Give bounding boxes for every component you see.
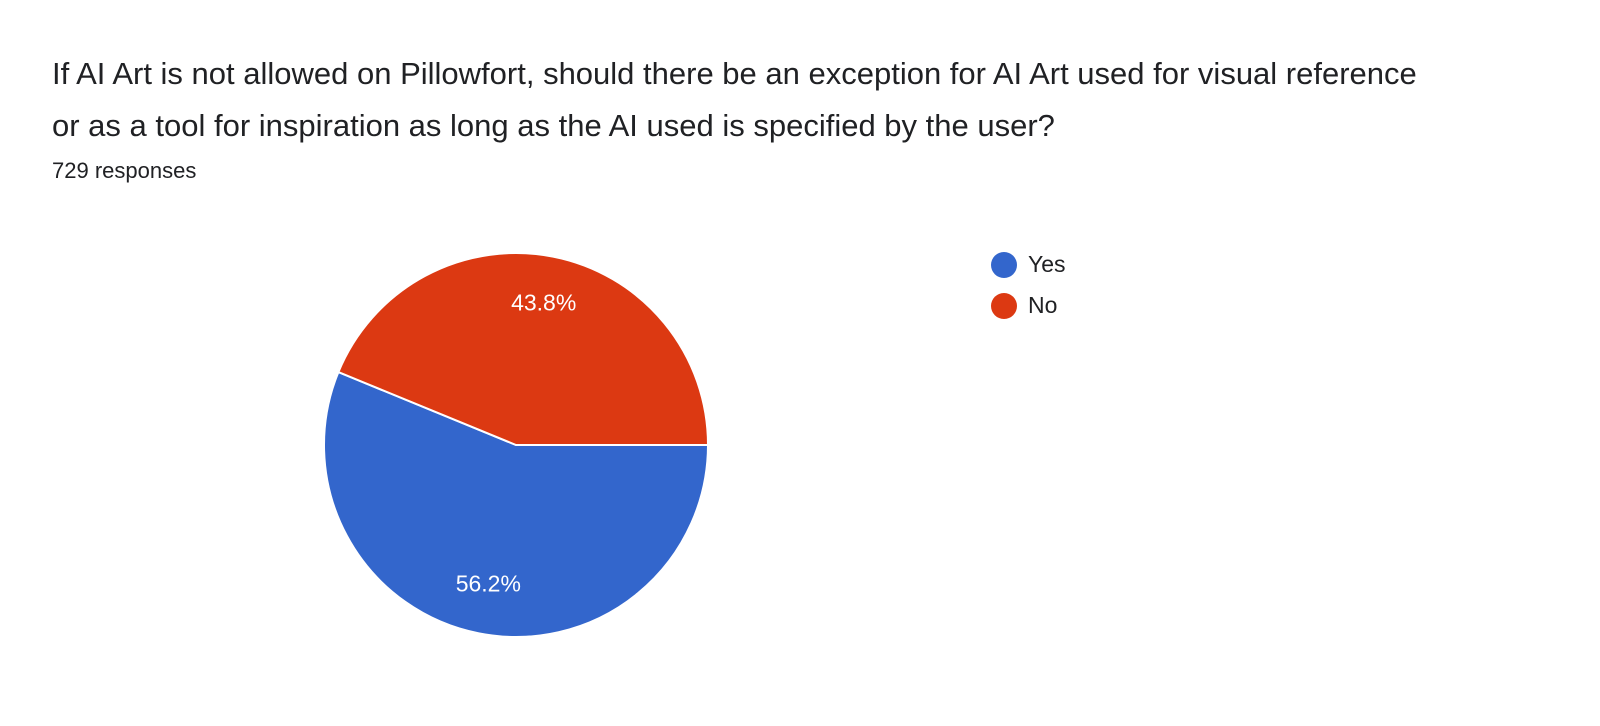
slice-label: 56.2% [456, 570, 521, 596]
legend-marker [991, 252, 1017, 278]
slice-label: 43.8% [511, 290, 576, 316]
response-count: 729 responses [52, 158, 197, 183]
pie-slice [337, 252, 710, 446]
legend-marker [991, 293, 1017, 319]
chart-title: If AI Art is not allowed on Pillowfort, … [52, 56, 1417, 143]
pie-slice [323, 370, 710, 638]
legend-label: Yes [1028, 251, 1066, 277]
legend-label: No [1028, 292, 1057, 318]
